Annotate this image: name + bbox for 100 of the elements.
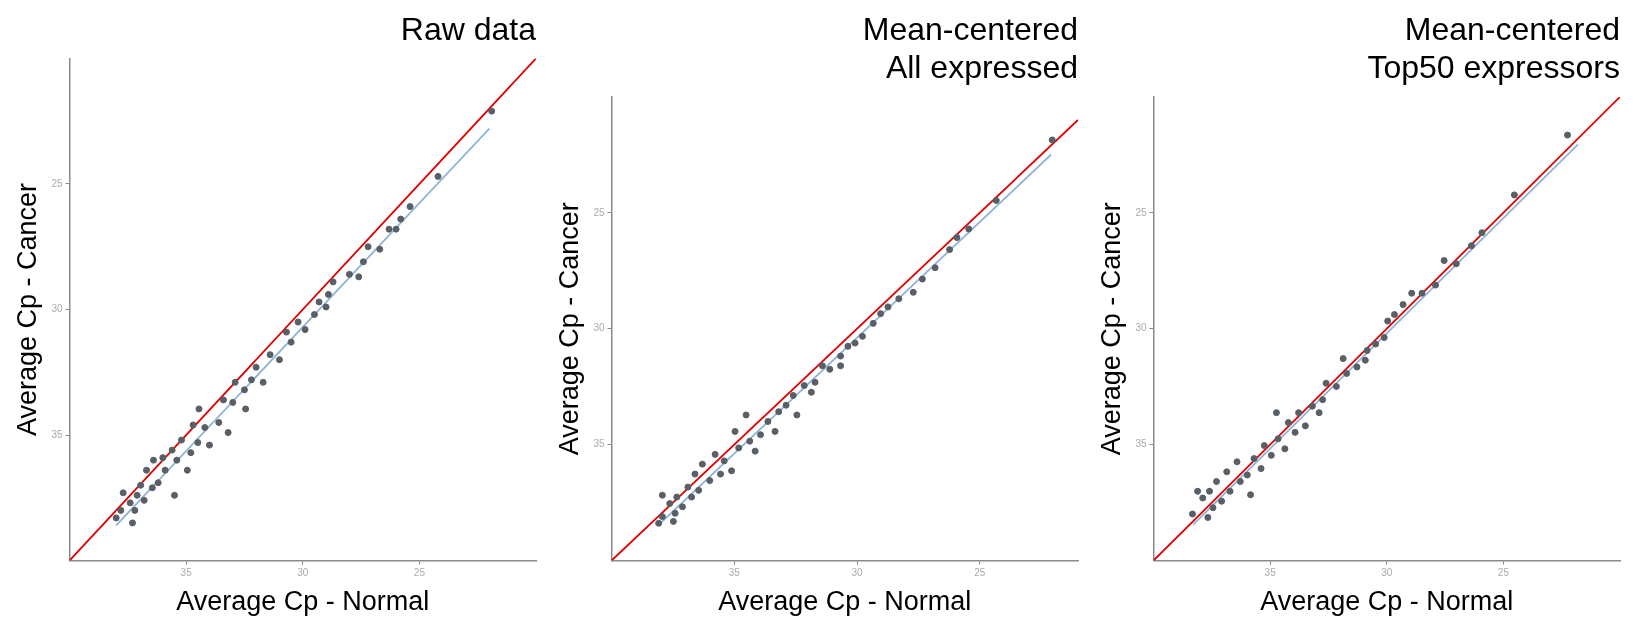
point xyxy=(771,427,779,435)
point xyxy=(837,362,845,370)
point xyxy=(728,467,736,475)
point xyxy=(706,477,714,485)
point xyxy=(434,172,442,180)
point xyxy=(148,484,156,492)
point xyxy=(126,499,134,507)
point xyxy=(1260,442,1268,450)
point xyxy=(364,243,372,251)
point xyxy=(287,338,295,346)
point xyxy=(1233,458,1241,466)
point xyxy=(189,421,197,429)
point xyxy=(161,466,169,474)
point xyxy=(1308,402,1316,410)
point xyxy=(1432,281,1440,289)
point xyxy=(1188,510,1196,518)
point xyxy=(965,225,973,233)
x-axis-title: Average Cp - Normal xyxy=(718,586,972,617)
point xyxy=(1250,455,1258,463)
x-tick-label: 25 xyxy=(974,567,986,579)
point xyxy=(844,342,852,350)
point xyxy=(131,506,139,514)
point xyxy=(1380,334,1388,342)
point xyxy=(764,417,772,425)
point xyxy=(742,411,750,419)
point xyxy=(173,456,181,464)
x-tick-label: 25 xyxy=(413,567,426,579)
point xyxy=(992,196,1000,204)
point xyxy=(858,332,866,340)
point xyxy=(711,450,719,458)
point xyxy=(129,519,136,527)
point xyxy=(149,456,157,464)
y-tick-label: 25 xyxy=(51,177,63,189)
point xyxy=(301,326,309,334)
point xyxy=(1206,487,1213,495)
x-axis-title: Average Cp - Normal xyxy=(176,586,430,617)
point xyxy=(355,273,363,281)
point xyxy=(133,491,141,499)
point xyxy=(1339,355,1347,363)
point xyxy=(1384,317,1392,325)
point xyxy=(1332,382,1340,390)
point xyxy=(746,437,754,445)
point xyxy=(1048,136,1056,144)
point xyxy=(119,489,127,497)
point xyxy=(877,310,885,318)
point xyxy=(811,378,819,386)
point xyxy=(159,454,167,462)
x-tick-label: 25 xyxy=(1497,567,1510,579)
point xyxy=(658,491,666,499)
y-tick-label: 30 xyxy=(1135,322,1147,334)
point xyxy=(775,408,783,416)
point xyxy=(1209,504,1217,512)
point xyxy=(324,290,332,298)
point xyxy=(953,234,961,242)
point xyxy=(219,396,227,404)
point xyxy=(671,509,679,517)
point xyxy=(1440,257,1448,265)
point xyxy=(731,427,739,435)
point xyxy=(310,311,318,319)
point xyxy=(117,506,125,514)
point xyxy=(240,386,248,394)
point xyxy=(183,466,191,474)
point xyxy=(688,493,696,501)
point xyxy=(826,365,834,373)
point xyxy=(837,352,845,360)
x-tick-label: 30 xyxy=(851,567,864,579)
point xyxy=(1319,396,1327,404)
point xyxy=(946,246,954,254)
point xyxy=(376,245,384,253)
point xyxy=(666,500,674,508)
point xyxy=(1361,356,1369,364)
point xyxy=(231,378,239,386)
point xyxy=(177,436,185,444)
point xyxy=(259,378,267,386)
point xyxy=(782,401,790,409)
x-tick-label: 30 xyxy=(1381,567,1393,579)
point xyxy=(205,441,213,449)
point xyxy=(170,491,178,499)
point xyxy=(229,398,237,406)
y-axis-title: Average Cp - Cancer xyxy=(11,182,42,437)
point xyxy=(1267,451,1275,459)
point xyxy=(142,466,150,474)
point xyxy=(1281,445,1289,453)
point xyxy=(789,391,797,399)
point xyxy=(168,446,176,454)
point xyxy=(1226,487,1234,495)
y-tick-label: 35 xyxy=(1135,438,1147,450)
point xyxy=(909,288,917,296)
point xyxy=(385,225,393,233)
point xyxy=(669,517,677,525)
point xyxy=(1408,289,1416,297)
x-tick-label: 30 xyxy=(297,567,309,579)
point xyxy=(807,388,815,396)
point xyxy=(869,319,877,327)
y-tick-label: 30 xyxy=(593,322,605,334)
point xyxy=(1390,311,1398,319)
point xyxy=(1257,465,1265,473)
y-tick-label: 25 xyxy=(593,206,605,218)
point xyxy=(717,470,725,478)
point xyxy=(397,215,405,223)
